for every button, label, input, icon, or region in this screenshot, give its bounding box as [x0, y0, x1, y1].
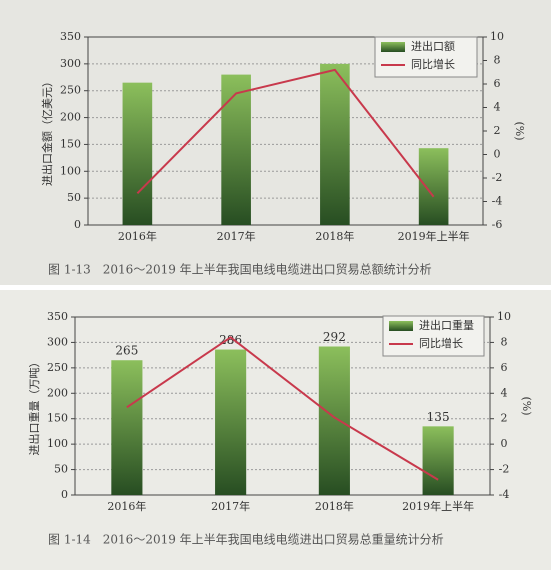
- y2-tick-label: 2: [494, 124, 501, 137]
- y2-tick-label: 2: [501, 412, 508, 425]
- y2-tick-label: -2: [499, 463, 510, 476]
- line: [126, 336, 439, 481]
- legend-swatch: [389, 321, 413, 331]
- legend-label: 进出口额: [411, 39, 455, 53]
- y2-tick-label: 4: [501, 386, 508, 399]
- y2-tick-label: -6: [492, 218, 503, 231]
- bar: [320, 63, 350, 225]
- bar: [215, 349, 247, 495]
- y-tick-label: 150: [60, 137, 81, 150]
- y2-tick-label: 0: [501, 437, 508, 450]
- x-tick-label: 2016年: [107, 499, 146, 513]
- y-tick-label: 100: [47, 437, 68, 450]
- y2-tick-label: 6: [501, 361, 508, 374]
- y2-axis-label: (%): [520, 396, 533, 415]
- y2-axis-label: (%): [513, 121, 526, 140]
- plot-frame: [74, 316, 491, 496]
- y-tick-label: 0: [61, 488, 68, 501]
- y2-tick-label: 4: [494, 101, 501, 114]
- x-tick-label: 2017年: [211, 499, 250, 513]
- y-tick-label: 300: [47, 335, 68, 348]
- y-axis-label: 进出口重量（万吨）: [27, 357, 41, 456]
- legend-label: 同比增长: [419, 336, 463, 350]
- y-tick-label: 50: [67, 191, 81, 204]
- data-label: 135: [427, 410, 450, 424]
- y-tick-label: 350: [47, 310, 68, 323]
- y-tick-label: 0: [74, 218, 81, 231]
- bar: [418, 148, 449, 225]
- x-tick-label: 2018年: [315, 499, 354, 513]
- bar: [111, 360, 143, 495]
- y-tick-label: 50: [54, 463, 68, 476]
- x-tick-label: 2019年上半年: [402, 499, 474, 513]
- data-label: 292: [323, 330, 346, 344]
- y-tick-label: 250: [47, 361, 68, 374]
- bar: [221, 74, 251, 225]
- x-tick-label: 2017年: [217, 229, 256, 243]
- bar: [122, 82, 153, 226]
- bar: [422, 426, 454, 495]
- y2-tick-label: 0: [494, 148, 501, 161]
- y-axis-label: 进出口金额（亿美元）: [40, 76, 54, 186]
- y2-tick-label: 6: [494, 77, 501, 90]
- caption: 图 1-14 2016～2019 年上半年我国电线电缆进出口贸易总重量统计分析: [48, 533, 444, 547]
- y2-tick-label: -2: [492, 171, 503, 184]
- y2-tick-label: 8: [501, 335, 508, 348]
- y-tick-label: 350: [60, 30, 81, 43]
- chart: 0 50 100 150 200 250 300 350 -4 -2 0 2 4 6 8 10 进出口重量（万吨…: [0, 290, 551, 570]
- chart: 0 50 100 150 200 250 300 350 -6 -4 -2 0 2 4 6 8 10 进出口金额（…: [0, 0, 551, 285]
- x-tick-label: 2016年: [118, 229, 157, 243]
- y-tick-label: 150: [47, 412, 68, 425]
- y2-tick-label: 10: [490, 30, 504, 43]
- y2-tick-label: -4: [499, 488, 510, 501]
- y-tick-label: 250: [60, 84, 81, 97]
- y2-tick-label: 10: [497, 310, 511, 323]
- y-tick-label: 200: [60, 111, 81, 124]
- data-label: 286: [219, 333, 242, 347]
- y-tick-label: 200: [47, 386, 68, 399]
- caption: 图 1-13 2016～2019 年上半年我国电线电缆进出口贸易总额统计分析: [48, 263, 432, 277]
- line: [136, 68, 435, 198]
- legend-label: 进出口重量: [419, 318, 474, 332]
- legend-label: 同比增长: [411, 57, 455, 71]
- y2-tick-label: 8: [494, 54, 501, 67]
- plot-frame: [87, 36, 484, 226]
- bar: [318, 346, 350, 495]
- y-tick-label: 100: [60, 164, 81, 177]
- y2-tick-label: -4: [492, 195, 503, 208]
- data-label: 265: [115, 344, 138, 358]
- y-tick-label: 300: [60, 57, 81, 70]
- x-tick-label: 2019年上半年: [398, 229, 470, 243]
- legend-swatch: [381, 42, 405, 52]
- x-tick-label: 2018年: [315, 229, 354, 243]
